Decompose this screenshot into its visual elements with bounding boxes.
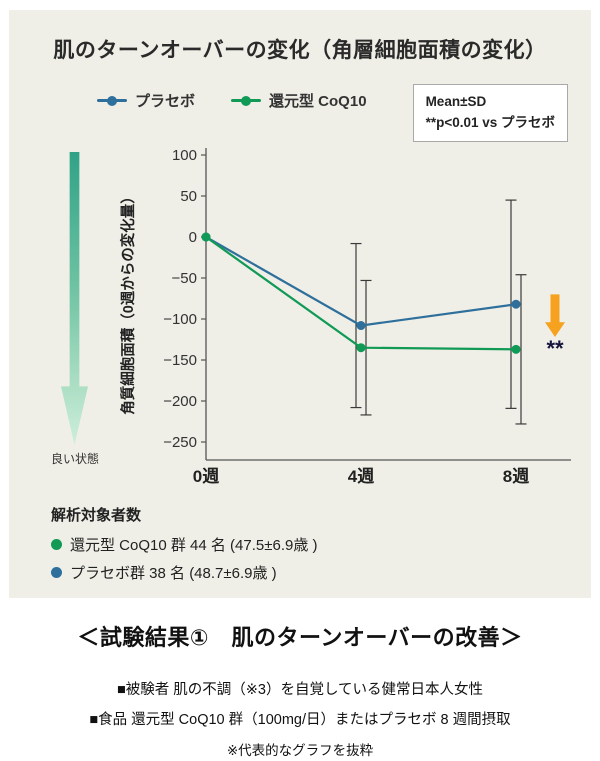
x-tick-label: 4週 xyxy=(348,467,374,486)
group-stat-text: 還元型 CoQ10 群 44 名 (47.5±6.9歳 ) xyxy=(70,537,318,554)
data-point xyxy=(201,232,211,242)
chart-legend: プラセボ 還元型 CoQ10 xyxy=(97,90,367,111)
page-title: 肌のターンオーバーの変化（角層細胞面積の変化） xyxy=(53,39,547,62)
legend-item: 還元型 CoQ10 xyxy=(231,90,367,111)
mean-sd-label: Mean±SD xyxy=(425,94,487,109)
turnover-chart: 角質細胞面積（0週からの変化量） 100 50 0 −50 −100 −150 −200 −25… xyxy=(119,147,571,486)
y-tick-label: −200 xyxy=(163,393,197,410)
legend-line-marker xyxy=(231,95,262,106)
y-tick-label: 0 xyxy=(189,229,197,246)
y-tick-label: −150 xyxy=(163,352,197,369)
list-item: 還元型 CoQ10 群 44 名 (47.5±6.9歳 ) xyxy=(51,534,318,555)
good-state-label: 良い状態 xyxy=(50,452,99,466)
legend-dot-icon xyxy=(107,95,117,106)
legend-dot-icon xyxy=(241,95,252,106)
result-summary-section: ＜試験結果① 肌のターンオーバーの改善＞ ■被験者 肌の不調（※3）を自覚してい… xyxy=(0,598,600,759)
decrease-arrow-icon xyxy=(545,294,565,338)
y-tick-label: −50 xyxy=(172,270,197,287)
subjects-line: ■被験者 肌の不調（※3）を自覚している健常日本人女性 xyxy=(116,682,484,698)
list-item: プラセボ群 38 名 (48.7±6.9歳 ) xyxy=(51,562,318,583)
chart-card: 肌のターンオーバーの変化（角層細胞面積の変化） プラセボ 還元型 CoQ10 Me… xyxy=(9,10,591,598)
legend-label: 還元型 CoQ10 xyxy=(269,93,367,110)
y-tick-label: −100 xyxy=(163,311,197,328)
food-line: ■食品 還元型 CoQ10 群（100mg/日）またはプラセボ 8 週間摂取 xyxy=(89,712,511,728)
y-tick-label: −250 xyxy=(163,434,197,451)
legend-item: プラセボ xyxy=(97,90,195,111)
y-tick-label: 50 xyxy=(180,188,197,205)
stat-note-box: Mean±SD **p<0.01 vs プラセボ xyxy=(412,84,568,142)
legend-line-marker xyxy=(97,95,127,106)
y-axis-title: 角質細胞面積（0週からの変化量） xyxy=(119,189,137,415)
analysis-subjects-block: 解析対象者数 還元型 CoQ10 群 44 名 (47.5±6.9歳 ) プラセボ… xyxy=(51,504,318,590)
series-line xyxy=(205,236,517,327)
result-title: ＜試験結果① 肌のターンオーバーの改善＞ xyxy=(77,625,523,650)
stats-items: 還元型 CoQ10 群 44 名 (47.5±6.9歳 ) プラセボ群 38 名 … xyxy=(51,534,318,583)
graph-note: ※代表的なグラフを抜粋 xyxy=(226,743,374,758)
data-point xyxy=(511,299,521,309)
x-tick-label: 0週 xyxy=(193,467,219,486)
legend-label: プラセボ xyxy=(135,93,196,110)
data-point xyxy=(356,343,366,353)
x-tick-label: 8週 xyxy=(503,467,529,486)
series-line xyxy=(205,236,517,351)
data-point xyxy=(511,344,521,354)
stats-heading: 解析対象者数 xyxy=(51,507,142,524)
significance-marker: ** xyxy=(546,336,564,361)
p-value-label: **p<0.01 vs プラセボ xyxy=(425,114,555,130)
group-dot-icon xyxy=(51,567,62,578)
data-point xyxy=(356,321,366,331)
group-stat-text: プラセボ群 38 名 (48.7±6.9歳 ) xyxy=(70,565,277,582)
y-tick-label: 100 xyxy=(172,147,197,164)
group-dot-icon xyxy=(51,539,62,550)
good-direction-arrow-icon xyxy=(61,152,88,445)
